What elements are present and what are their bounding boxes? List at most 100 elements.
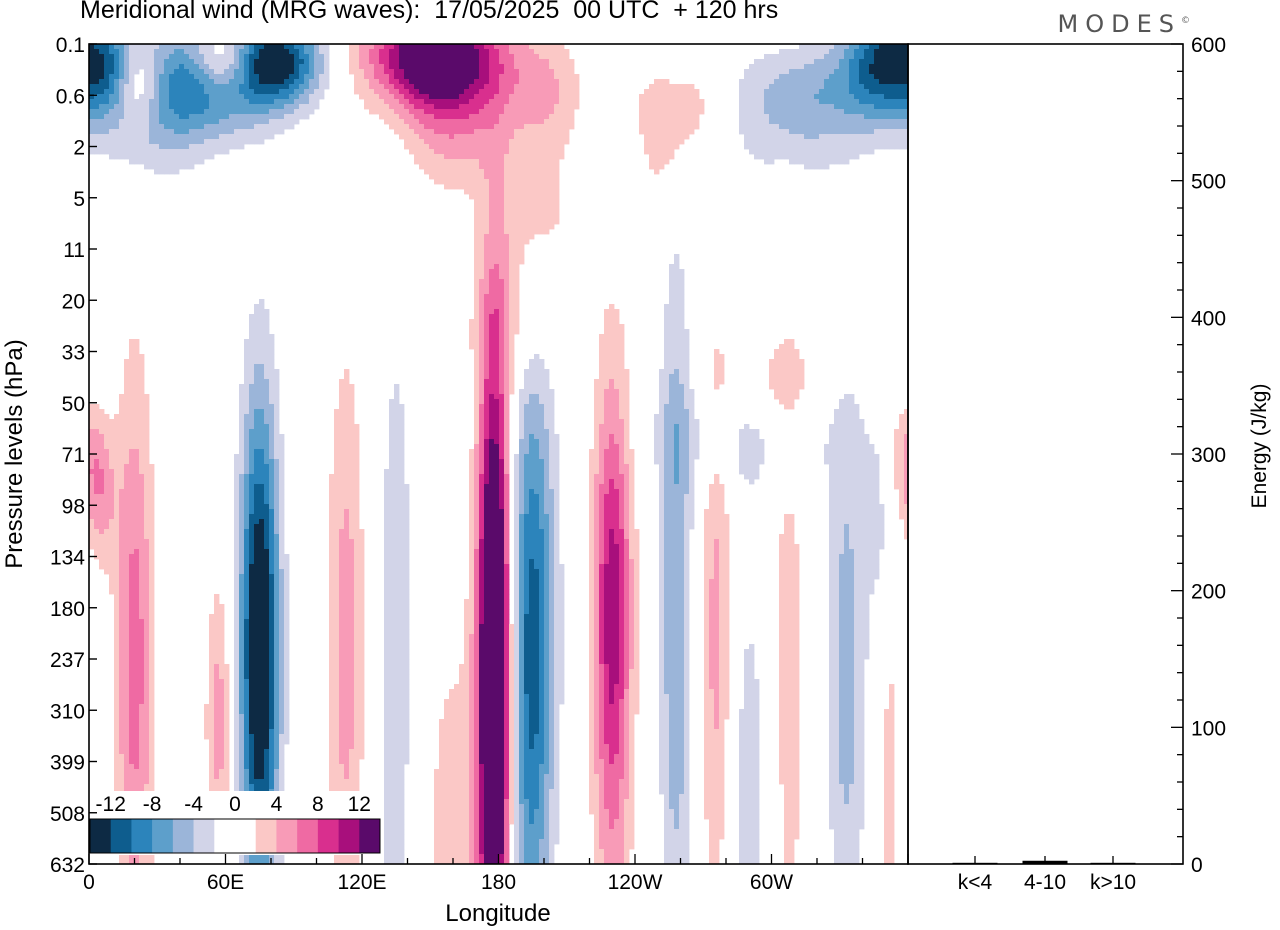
heatmap-cell	[789, 124, 795, 130]
heatmap-cell	[774, 384, 780, 390]
heatmap-cell	[799, 79, 805, 85]
heatmap-cell	[804, 109, 810, 115]
heatmap-cell	[114, 464, 120, 470]
heatmap-cell	[224, 84, 230, 90]
heatmap-cell	[479, 469, 485, 475]
heatmap-cell	[444, 154, 450, 160]
heatmap-cell	[474, 224, 480, 230]
heatmap-cell	[539, 404, 545, 410]
heatmap-cell	[474, 409, 480, 415]
heatmap-cell	[669, 334, 675, 340]
heatmap-cell	[464, 74, 470, 80]
heatmap-cell	[284, 59, 290, 65]
heatmap-cell	[259, 49, 265, 55]
heatmap-cell	[544, 139, 550, 145]
heatmap-cell	[774, 389, 780, 395]
heatmap-cell	[689, 444, 695, 450]
heatmap-cell	[264, 309, 270, 315]
heatmap-cell	[474, 179, 480, 185]
heatmap-cell	[639, 99, 645, 105]
heatmap-cell	[119, 74, 125, 80]
heatmap-cell	[894, 49, 900, 55]
heatmap-cell	[314, 79, 320, 85]
heatmap-cell	[279, 69, 285, 75]
heatmap-cell	[169, 129, 175, 135]
heatmap-cell	[854, 94, 860, 100]
heatmap-cell	[684, 444, 690, 450]
heatmap-cell	[114, 459, 120, 465]
heatmap-cell	[254, 59, 260, 65]
heatmap-cell	[134, 114, 140, 120]
heatmap-cell	[744, 109, 750, 115]
heatmap-cell	[439, 94, 445, 100]
heatmap-cell	[259, 394, 265, 400]
heatmap-cell	[384, 114, 390, 120]
heatmap-cell	[104, 79, 110, 85]
heatmap-cell	[494, 429, 500, 435]
heatmap-cell	[679, 419, 685, 425]
heatmap-cell	[439, 109, 445, 115]
heatmap-cell	[394, 54, 400, 60]
heatmap-cell	[269, 419, 275, 425]
heatmap-cell	[174, 154, 180, 160]
heatmap-cell	[389, 444, 395, 450]
heatmap-cell	[864, 114, 870, 120]
heatmap-cell	[134, 59, 140, 65]
heatmap-cell	[224, 104, 230, 110]
heatmap-cell	[499, 154, 505, 160]
heatmap-cell	[244, 124, 250, 130]
heatmap-cell	[529, 154, 535, 160]
heatmap-cell	[274, 74, 280, 80]
heatmap-cell	[309, 104, 315, 110]
heatmap-cell	[679, 459, 685, 465]
heatmap-cell	[609, 434, 615, 440]
heatmap-cell	[494, 159, 500, 165]
heatmap-cell	[809, 59, 815, 65]
heatmap-cell	[249, 389, 255, 395]
heatmap-cell	[129, 114, 135, 120]
heatmap-cell	[394, 414, 400, 420]
heatmap-cell	[319, 69, 325, 75]
heatmap-cell	[514, 309, 520, 315]
heatmap-cell	[389, 419, 395, 425]
heatmap-cell	[449, 124, 455, 130]
heatmap-cell	[99, 139, 105, 145]
heatmap-cell	[99, 104, 105, 110]
heatmap-cell	[859, 424, 865, 430]
heatmap-cell	[804, 59, 810, 65]
heatmap-cell	[404, 109, 410, 115]
heatmap-cell	[129, 469, 135, 475]
heatmap-cell	[479, 224, 485, 230]
heatmap-cell	[504, 429, 510, 435]
heatmap-cell	[474, 464, 480, 470]
heatmap-cell	[844, 99, 850, 105]
heatmap-cell	[484, 369, 490, 375]
heatmap-cell	[509, 229, 515, 235]
heatmap-cell	[494, 299, 500, 305]
heatmap-cell	[609, 409, 615, 415]
heatmap-cell	[99, 49, 105, 55]
heatmap-cell	[274, 84, 280, 90]
heatmap-cell	[554, 44, 560, 50]
heatmap-cell	[854, 434, 860, 440]
heatmap-cell	[819, 124, 825, 130]
heatmap-cell	[534, 89, 540, 95]
heatmap-cell	[394, 424, 400, 430]
heatmap-cell	[349, 409, 355, 415]
heatmap-cell	[129, 119, 135, 125]
heatmap-cell	[509, 94, 515, 100]
heatmap-cell	[164, 64, 170, 70]
heatmap-cell	[844, 119, 850, 125]
heatmap-cell	[444, 139, 450, 145]
heatmap-cell	[779, 389, 785, 395]
heatmap-cell	[129, 399, 135, 405]
heatmap-cell	[784, 139, 790, 145]
heatmap-cell	[279, 79, 285, 85]
heatmap-cell	[779, 124, 785, 130]
heatmap-cell	[319, 49, 325, 55]
heatmap-cell	[254, 414, 260, 420]
heatmap-cell	[619, 339, 625, 345]
heatmap-cell	[559, 44, 565, 50]
heatmap-cell	[114, 119, 120, 125]
heatmap-cell	[669, 359, 675, 365]
